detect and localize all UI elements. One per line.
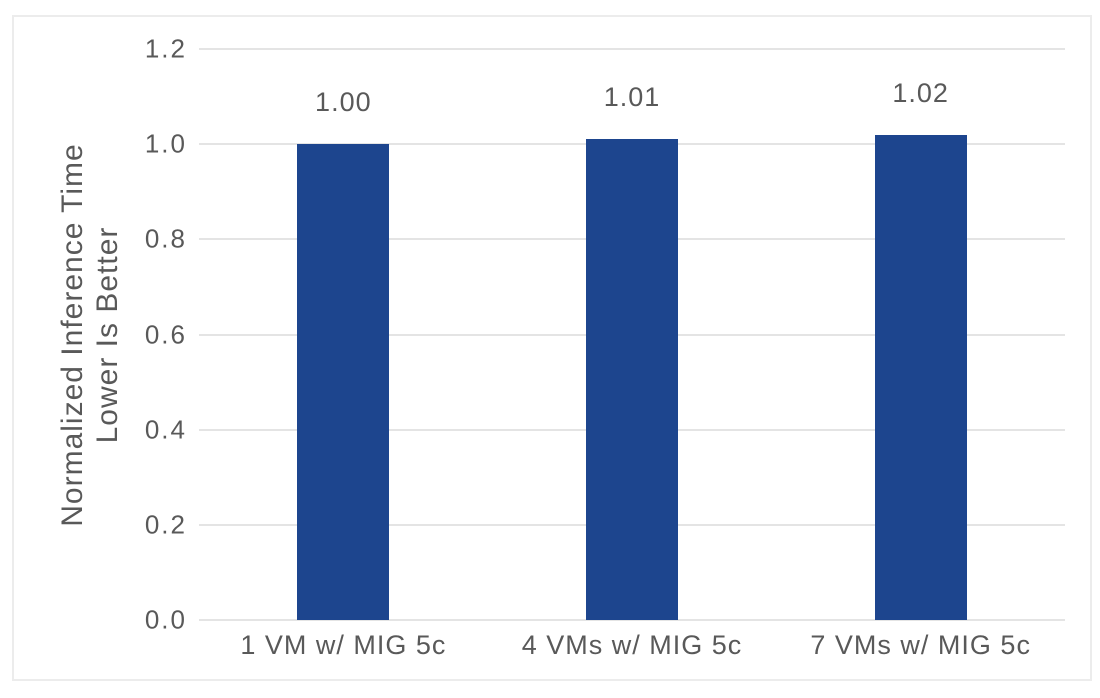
x-category-label-3: 7 VMs w/ MIG 5c [810, 630, 1031, 660]
y-tick-label-0.4: 0.4 [144, 414, 187, 445]
bar-column-3: 1.02 [776, 49, 1065, 620]
x-category-label-1: 1 VM w/ MIG 5c [240, 630, 447, 660]
bar-1 VM w/ MIG 5c [297, 144, 390, 620]
bar-7 VMs w/ MIG 5c [874, 134, 967, 620]
y-tick-label-1.0: 1.0 [144, 128, 187, 159]
y-tick-label-0.8: 0.8 [144, 223, 187, 254]
x-axis-category-labels: 1 VM w/ MIG 5c 4 VMs w/ MIG 5c 7 VMs w/ MI… [199, 630, 1065, 670]
plot-area: 1.00 1.01 1.02 [199, 48, 1065, 621]
bar-value-label-1.00: 1.00 [315, 87, 372, 118]
bar-column-1: 1.00 [199, 49, 488, 620]
y-tick-label-1.2: 1.2 [144, 33, 187, 64]
chart-frame: Normalized Inference Time Lower Is Bette… [12, 15, 1092, 681]
gridline-y-1.2 [199, 48, 1065, 50]
bar-value-label-1.01: 1.01 [603, 82, 661, 113]
bar-value-label-1.02: 1.02 [892, 77, 949, 108]
bar-column-2: 1.01 [488, 49, 777, 620]
y-tick-label-0.0: 0.0 [144, 604, 187, 635]
y-axis-tick-labels: 1.2 1.0 0.8 0.6 0.4 0.2 0.0 [14, 34, 187, 635]
y-tick-label-0.6: 0.6 [144, 319, 187, 349]
x-category-label-2: 4 VMs w/ MIG 5c [521, 630, 743, 660]
gridline-y-0.0 [199, 619, 1065, 621]
y-tick-label-0.2: 0.2 [144, 509, 187, 540]
bar-4 VMs w/ MIG 5c [585, 139, 678, 620]
